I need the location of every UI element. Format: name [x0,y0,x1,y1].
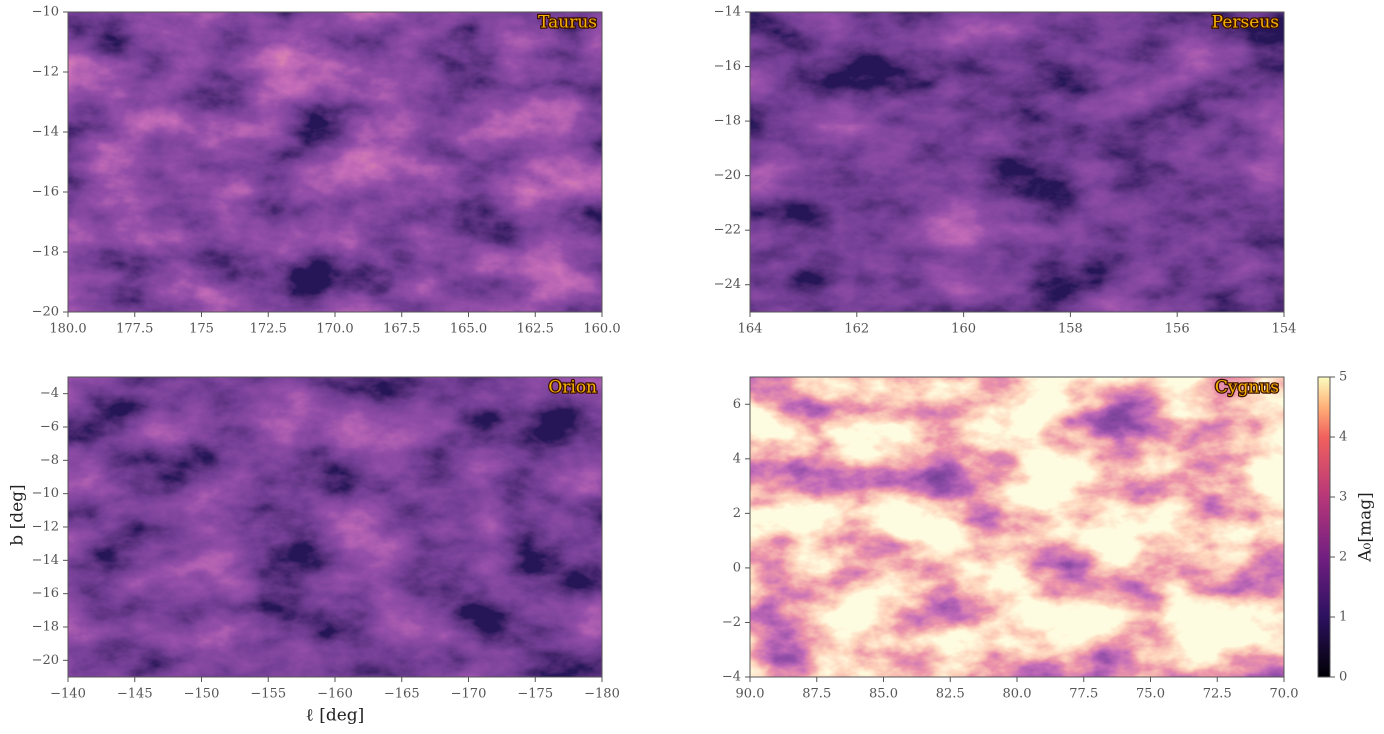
x-tick-label: 158 [1058,322,1083,337]
map-image [750,12,1284,312]
panel-title: Perseus [1212,13,1279,33]
colorbar-tick-label: 2 [1339,550,1347,565]
y-tick-label: −20 [32,305,59,320]
y-tick-label: −14 [32,125,59,140]
x-tick-label: 156 [1165,322,1190,337]
x-tick-label: 77.5 [1069,687,1098,702]
y-tick-label: −16 [32,586,59,601]
x-tick-label: 172.5 [250,322,287,337]
x-tick-label: 162 [844,322,869,337]
y-tick-label: −14 [714,5,741,20]
x-tick-label: 160 [951,322,976,337]
y-tick-label: −16 [32,185,59,200]
map-image [68,377,602,677]
x-axis-label: ℓ [deg] [306,706,365,726]
x-tick-label: 180.0 [49,322,86,337]
x-tick-label: 80.0 [1003,687,1032,702]
x-tick-label: 90.0 [736,687,765,702]
y-tick-label: −20 [32,653,59,668]
x-tick-label: 154 [1272,322,1297,337]
colorbar-tick-label: 3 [1339,490,1347,505]
x-tick-label: 70.0 [1270,687,1299,702]
y-tick-label: 4 [733,451,741,466]
y-tick-label: −6 [40,420,59,435]
y-tick-label: 0 [733,560,741,575]
x-tick-label: −155 [250,687,286,702]
x-tick-label: 167.5 [383,322,420,337]
plot-frame [749,11,1285,313]
colorbar-label: A₀[mag] [1356,492,1376,563]
x-tick-label: 177.5 [116,322,153,337]
x-tick-label: −165 [384,687,420,702]
panel-title: Orion [548,378,597,398]
x-tick-label: −175 [517,687,553,702]
x-tick-label: 175 [189,322,214,337]
y-tick-label: −16 [714,59,741,74]
colorbar-tick-label: 1 [1339,610,1347,625]
panel-title: Taurus [538,13,597,33]
y-tick-label: −22 [714,223,741,238]
y-tick-label: −20 [714,168,741,183]
y-tick-label: −2 [722,615,741,630]
x-tick-label: 75.0 [1136,687,1165,702]
x-tick-label: −160 [317,687,353,702]
x-tick-label: 170.0 [316,322,353,337]
x-tick-label: 160.0 [583,322,620,337]
y-tick-label: −18 [32,245,59,260]
y-tick-label: −12 [32,520,59,535]
y-tick-label: −10 [32,5,59,20]
x-tick-label: 164 [738,322,763,337]
x-tick-label: −150 [184,687,220,702]
x-tick-label: −170 [451,687,487,702]
x-tick-label: −140 [50,687,86,702]
y-tick-label: 6 [733,397,741,412]
x-tick-label: −180 [584,687,620,702]
y-tick-label: −18 [714,114,741,129]
y-tick-label: −4 [40,386,59,401]
y-tick-label: −8 [40,453,59,468]
x-tick-label: 165.0 [450,322,487,337]
colorbar-tick-label: 4 [1339,430,1347,445]
x-tick-label: 85.0 [869,687,898,702]
x-tick-label: 87.5 [802,687,831,702]
y-tick-label: −14 [32,553,59,568]
y-tick-label: −12 [32,65,59,80]
y-axis-label: b [deg] [8,484,28,545]
y-tick-label: −18 [32,620,59,635]
y-tick-label: 2 [733,506,741,521]
x-tick-label: 82.5 [936,687,965,702]
panel-title: Cygnus [1215,378,1279,398]
map-image [750,377,1284,677]
x-tick-label: 72.5 [1203,687,1232,702]
colorbar-tick-label: 5 [1339,370,1347,385]
colorbar [1317,376,1331,678]
y-tick-label: −24 [714,277,741,292]
x-tick-label: 162.5 [517,322,554,337]
x-tick-label: −145 [117,687,153,702]
y-tick-label: −10 [32,486,59,501]
y-tick-label: −4 [722,670,741,685]
map-image [68,12,602,312]
colorbar-tick-label: 0 [1339,670,1347,685]
